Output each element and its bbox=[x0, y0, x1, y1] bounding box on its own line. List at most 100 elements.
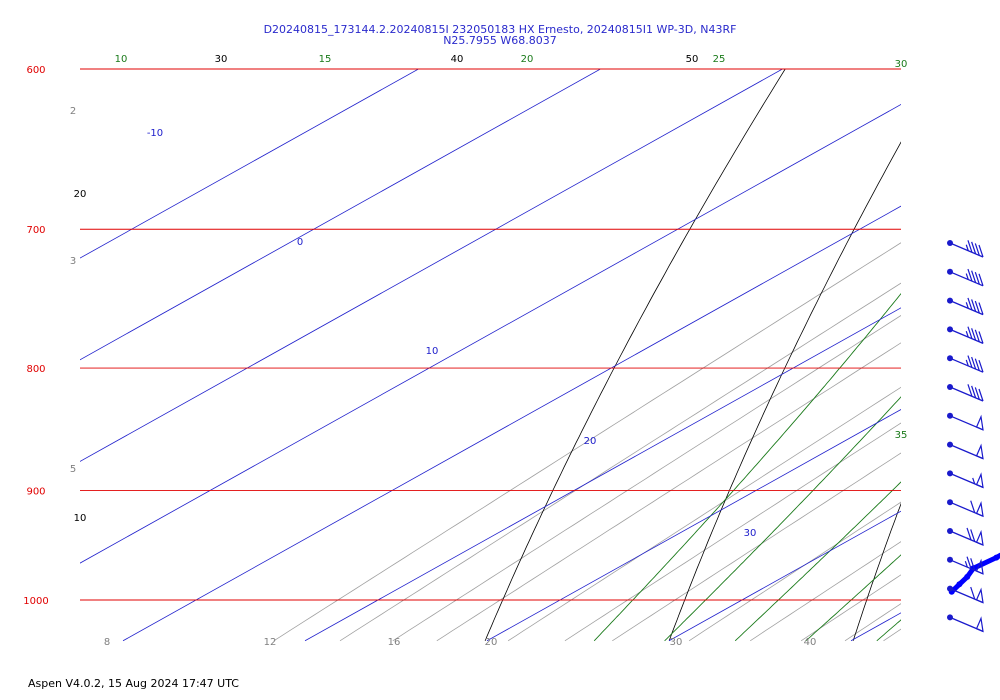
dewpoint-trace-point bbox=[993, 554, 1000, 561]
mixing-ratio-label: 2 bbox=[70, 106, 76, 117]
dry-adiabat-line bbox=[852, 502, 901, 641]
moist-adiabat-line bbox=[948, 52, 1000, 641]
wind-barb-half bbox=[965, 273, 969, 280]
mixing-ratio-line bbox=[564, 422, 901, 642]
moist-adiabat-label: 30 bbox=[895, 59, 908, 70]
isotherm-line bbox=[80, 69, 602, 361]
mixing-ratio-label: 3 bbox=[70, 256, 76, 267]
isotherm-line bbox=[122, 205, 901, 642]
moist-adiabat-line bbox=[734, 481, 901, 642]
pressure-label-700: 700 bbox=[26, 225, 45, 236]
wind-barb-pennant bbox=[975, 443, 984, 460]
mixing-ratio-label: 8 bbox=[104, 637, 110, 648]
wind-barb bbox=[947, 355, 984, 373]
chart-subtitle-location: N25.7955 W68.8037 bbox=[443, 34, 557, 47]
dry-adiabat-label: 20 bbox=[74, 189, 87, 200]
pressure-label-900: 900 bbox=[26, 486, 45, 497]
wind-barb-full bbox=[967, 326, 973, 339]
wind-barb-pennant bbox=[975, 501, 984, 518]
mixing-ratio-line bbox=[883, 628, 901, 642]
mixing-ratio-line bbox=[918, 52, 1000, 641]
wind-barb-half bbox=[964, 560, 968, 568]
wind-barb bbox=[947, 384, 984, 402]
wind-barb bbox=[947, 527, 984, 546]
wind-barb-staff bbox=[949, 271, 984, 287]
wind-barb-full bbox=[970, 586, 976, 600]
wind-barb-full bbox=[971, 299, 977, 312]
isotherm-line bbox=[80, 104, 901, 564]
dry-adiabat-label: 30 bbox=[215, 54, 228, 65]
moist-adiabat-line bbox=[593, 292, 901, 642]
moist-adiabat-line bbox=[805, 554, 901, 642]
wind-barb bbox=[947, 326, 984, 344]
mixing-ratio-label: 30 bbox=[670, 637, 683, 648]
dewpoint-trace-line bbox=[949, 552, 1000, 595]
mixing-ratio-line bbox=[339, 282, 901, 642]
pressure-label-1000: 1000 bbox=[23, 596, 48, 607]
wind-barb-full bbox=[978, 302, 984, 315]
moist-adiabat-lines bbox=[593, 52, 1000, 642]
wind-barb-full bbox=[971, 356, 977, 370]
mixing-ratio-label: 5 bbox=[70, 464, 76, 475]
wind-barb bbox=[947, 614, 984, 633]
mixing-ratio-line bbox=[273, 242, 901, 642]
isotherm-line bbox=[486, 409, 901, 642]
isotherm-line bbox=[80, 69, 784, 462]
moist-adiabat-label: 10 bbox=[115, 54, 128, 65]
isotherm-line bbox=[80, 69, 420, 259]
wind-barb-half bbox=[965, 302, 969, 309]
mixing-ratio-line bbox=[612, 452, 901, 642]
wind-barb-pennant bbox=[975, 529, 984, 546]
wind-barb-full bbox=[967, 268, 973, 282]
mixing-ratio-line bbox=[749, 541, 901, 642]
dry-adiabat-label: 10 bbox=[74, 513, 87, 524]
isotherm-label: 20 bbox=[584, 436, 597, 447]
wind-barb-staff bbox=[949, 242, 984, 258]
isotherm-label: 10 bbox=[426, 346, 439, 357]
mixing-ratio-line bbox=[688, 501, 901, 642]
wind-barb-half bbox=[972, 477, 976, 485]
mixing-ratio-line bbox=[844, 603, 901, 642]
wind-barb bbox=[947, 470, 984, 489]
isotherm-line bbox=[850, 612, 901, 642]
wind-barb-pennant bbox=[975, 414, 984, 431]
isotherm-label: 0 bbox=[297, 237, 303, 248]
wind-barb-staff bbox=[949, 300, 984, 316]
wind-barb-full bbox=[974, 387, 980, 400]
wind-barb-full bbox=[971, 241, 977, 255]
wind-barb-staff bbox=[949, 386, 984, 402]
wind-barb-half bbox=[965, 244, 969, 251]
wind-barb-full bbox=[971, 328, 977, 341]
wind-barb-full bbox=[971, 385, 977, 399]
isotherm-line bbox=[304, 307, 901, 642]
wind-barb bbox=[947, 499, 984, 518]
wind-barb-full bbox=[974, 358, 980, 371]
wind-barb-pennant bbox=[975, 616, 984, 633]
wind-barb-staff bbox=[949, 328, 984, 344]
wind-barb bbox=[947, 441, 984, 460]
pressure-label-800: 800 bbox=[26, 364, 45, 375]
wind-barb-full bbox=[967, 240, 973, 253]
isotherm-lines bbox=[80, 69, 901, 642]
wind-barb-full bbox=[978, 360, 984, 373]
wind-barb-pennant bbox=[975, 558, 984, 575]
dry-adiabat-line bbox=[484, 69, 786, 641]
wind-barb-full bbox=[974, 272, 980, 285]
mixing-ratio-label: 12 bbox=[264, 637, 277, 648]
wind-barb-full bbox=[966, 527, 972, 541]
wind-barb-full bbox=[971, 270, 977, 283]
isotherm-label: -10 bbox=[147, 128, 163, 139]
wind-barb-half bbox=[965, 330, 969, 338]
wind-barb bbox=[947, 297, 984, 316]
wind-barb-full bbox=[978, 331, 984, 344]
mixing-ratio-line bbox=[436, 342, 901, 642]
wind-barb-full bbox=[978, 244, 984, 258]
footer-version-timestamp: Aspen V4.0.2, 15 Aug 2024 17:47 UTC bbox=[28, 677, 239, 690]
mixing-ratio-line bbox=[800, 574, 901, 642]
dewpoint-trace-point bbox=[964, 573, 971, 580]
pressure-label-600: 600 bbox=[26, 65, 45, 76]
wind-barb bbox=[947, 556, 984, 575]
mixing-ratio-line bbox=[949, 52, 1000, 641]
